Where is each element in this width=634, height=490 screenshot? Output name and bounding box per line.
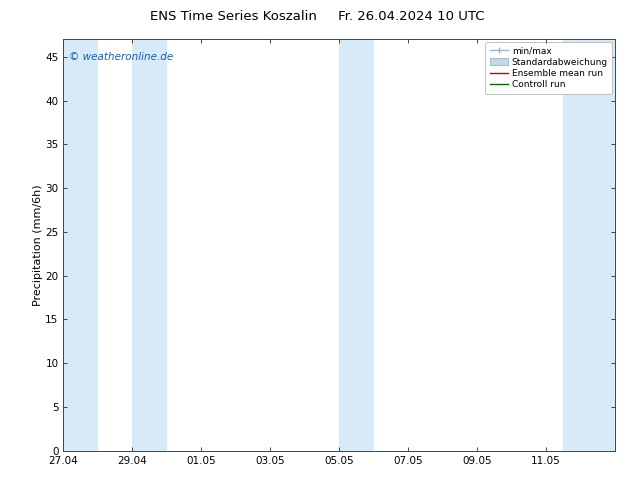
Legend: min/max, Standardabweichung, Ensemble mean run, Controll run: min/max, Standardabweichung, Ensemble me… bbox=[486, 42, 612, 94]
Text: © weatheronline.de: © weatheronline.de bbox=[69, 51, 173, 62]
Bar bbox=[133, 39, 167, 451]
Y-axis label: Precipitation (mm/6h): Precipitation (mm/6h) bbox=[32, 184, 42, 306]
Bar bbox=[63, 39, 98, 451]
Bar bbox=[563, 39, 632, 451]
Bar bbox=[339, 39, 373, 451]
Text: ENS Time Series Koszalin     Fr. 26.04.2024 10 UTC: ENS Time Series Koszalin Fr. 26.04.2024 … bbox=[150, 10, 484, 23]
